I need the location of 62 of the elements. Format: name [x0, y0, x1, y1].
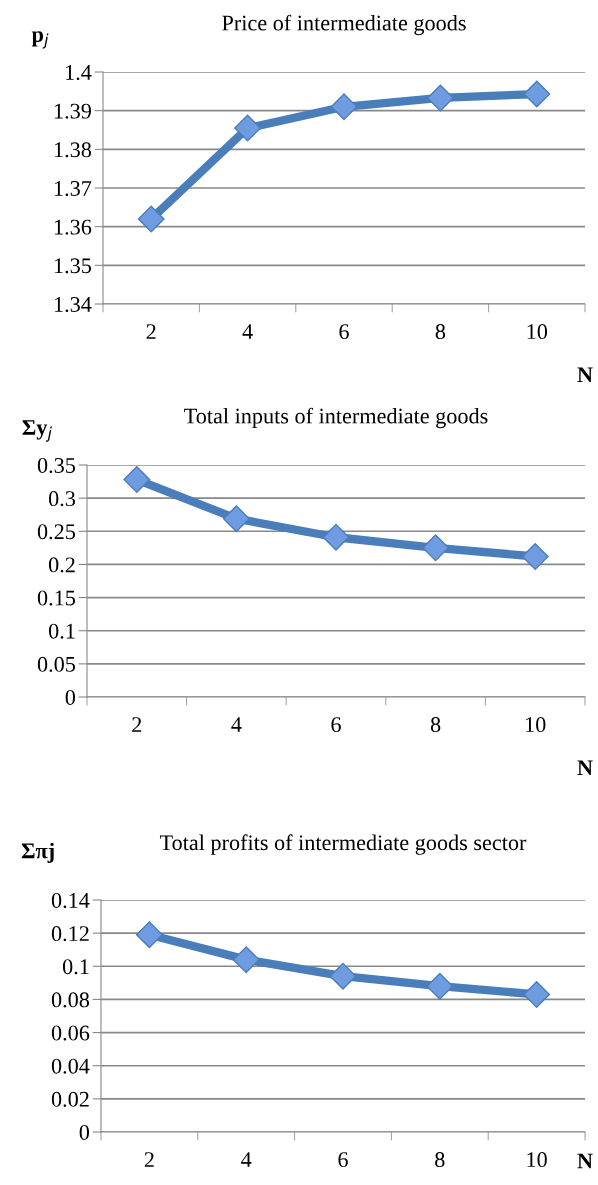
y-tick-label: 0.15	[37, 590, 76, 606]
x-tick-label: 2	[146, 324, 156, 339]
y-axis-title: p$_{j}$	[31, 31, 49, 49]
x-tick-label: 8	[430, 717, 441, 733]
x-tick-label: 10	[527, 1152, 547, 1168]
x-tick-label: 8	[435, 1152, 445, 1168]
x-axis-title: N	[577, 760, 593, 776]
y-tick-label: 0.05	[37, 656, 76, 672]
point	[330, 93, 358, 121]
x-tick-label: 4	[231, 717, 242, 732]
point	[523, 980, 551, 1008]
y-tick-label: 1.4	[66, 65, 92, 81]
y-tick-label: 0.25	[37, 524, 76, 540]
x-tick-label: 2	[132, 717, 142, 732]
y-tick-label: 0.12	[51, 926, 89, 942]
x-tick-label: 6	[331, 717, 341, 733]
y-tick-label: 0.2	[48, 557, 75, 573]
y-tick-label: 1.39	[54, 103, 91, 119]
point	[422, 534, 450, 562]
y-tick-label: 0.02	[51, 1091, 89, 1107]
point	[232, 946, 260, 974]
y-tick-label: 0.1	[62, 959, 89, 975]
y-tick-label: 0.14	[51, 892, 90, 909]
y-tick-label: 0.04	[51, 1058, 90, 1074]
y-tick-label: 1.35	[54, 258, 92, 274]
point	[521, 543, 549, 570]
x-tick-label: 4	[242, 324, 253, 339]
point	[234, 114, 262, 142]
x-tick-label: 2	[144, 1152, 154, 1167]
x-axis-title: N	[577, 367, 593, 383]
y-tick-label: 1.38	[54, 142, 92, 158]
y-tick-label: 0.35	[37, 457, 76, 474]
chart-title: Price of intermediate goods	[222, 14, 466, 36]
y-tick-label: 1.34	[54, 296, 92, 313]
x-tick-label: 10	[527, 324, 548, 340]
chart-title: Total profits of intermediate goods sector	[159, 834, 527, 855]
x-tick-label: 4	[241, 1152, 252, 1167]
point	[222, 505, 250, 533]
x-tick-label: 6	[339, 324, 349, 340]
y-tick-label: 0	[65, 689, 76, 705]
y-axis-title: Σπj	[21, 842, 54, 863]
y-tick-label: 0.3	[48, 491, 76, 507]
point	[123, 466, 151, 494]
x-axis-title: N	[577, 1153, 593, 1169]
chart-title: Total inputs of intermediate goods	[184, 407, 488, 429]
point	[523, 80, 551, 108]
point	[426, 972, 454, 1000]
x-tick-label: 8	[435, 324, 446, 340]
y-tick-label: 0.1	[48, 623, 75, 639]
point	[137, 205, 165, 233]
point	[322, 523, 350, 551]
y-tick-label: 1.37	[54, 180, 92, 197]
y-tick-label: 0	[79, 1124, 90, 1140]
y-tick-label: 0.06	[51, 1025, 90, 1041]
y-tick-label: 0.08	[51, 992, 90, 1008]
y-axis-title: Σy$_{j}$	[22, 420, 52, 442]
point	[135, 921, 163, 949]
point	[329, 962, 357, 990]
y-tick-label: 1.36	[54, 219, 92, 235]
x-tick-label: 10	[526, 717, 546, 733]
point	[426, 84, 454, 112]
x-tick-label: 6	[338, 1152, 348, 1168]
